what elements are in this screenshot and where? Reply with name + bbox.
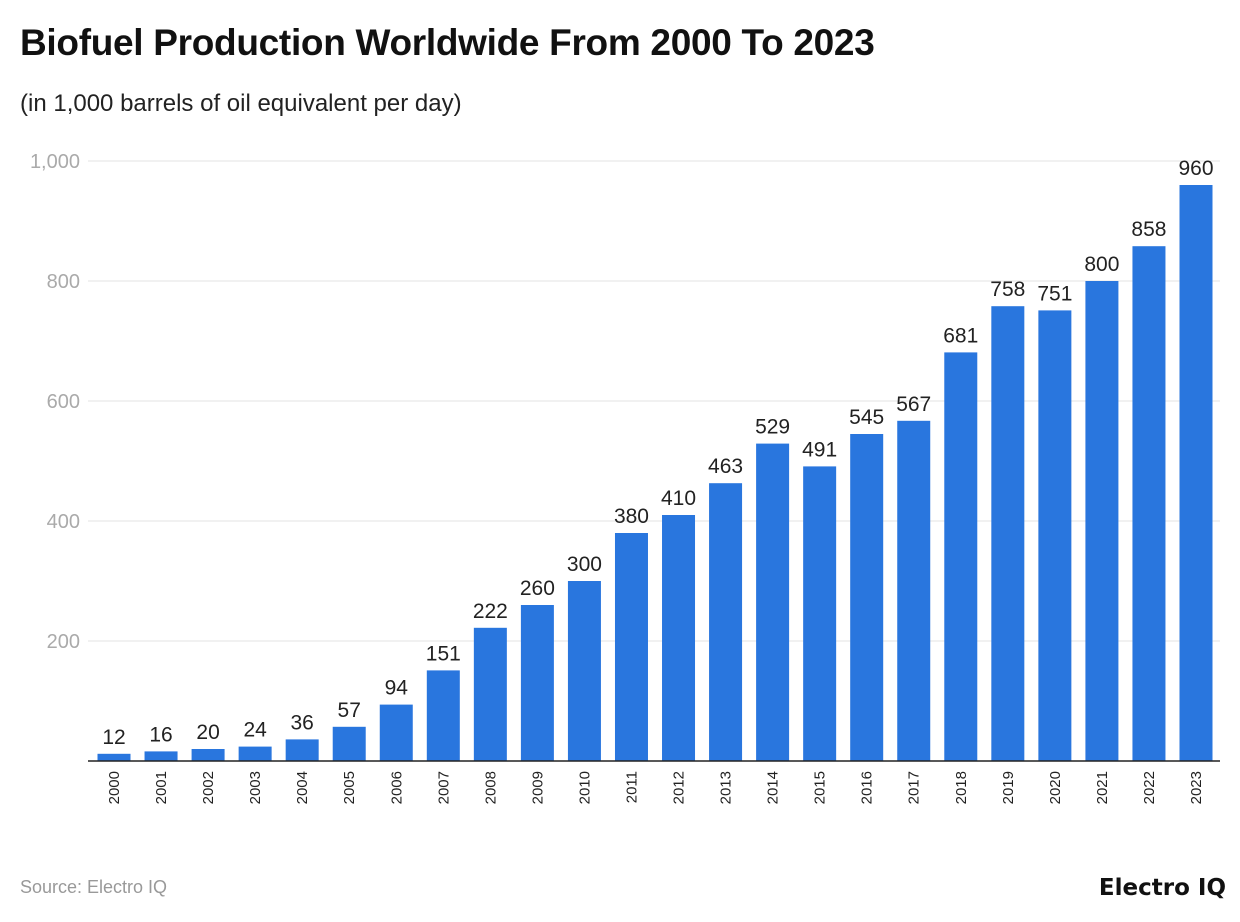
bar-2008 — [473, 627, 507, 761]
data-label: 94 — [385, 677, 409, 700]
data-label: 24 — [243, 719, 267, 742]
y-tick-label: 200 — [47, 631, 80, 653]
x-tick-label: 2006 — [388, 771, 405, 804]
data-label: 260 — [520, 577, 555, 600]
y-tick-label: 1,000 — [30, 151, 80, 173]
x-tick-label: 2014 — [765, 771, 782, 804]
bar-2023 — [1179, 185, 1213, 761]
bar-2002 — [191, 749, 225, 761]
data-label: 16 — [149, 723, 172, 746]
data-label: 491 — [802, 438, 837, 461]
bar-2010 — [567, 581, 601, 761]
bar-2006 — [379, 704, 413, 761]
bar-2014 — [756, 443, 790, 761]
data-label: 681 — [943, 324, 978, 347]
bar-2019 — [991, 306, 1025, 761]
bar-chart: 200 400 600 800 1,000 12 2000 16 2001 20 2002 24 200… — [30, 151, 1220, 804]
x-tick-label: 2017 — [906, 771, 923, 804]
bar-2003 — [238, 746, 272, 761]
bar-2021 — [1085, 281, 1119, 761]
x-tick-label: 2011 — [623, 771, 640, 803]
data-label: 20 — [196, 721, 219, 744]
bar-2022 — [1132, 246, 1166, 761]
x-tick-label: 2008 — [482, 771, 499, 804]
x-tick-label: 2012 — [671, 771, 688, 804]
x-tick-label: 2015 — [812, 771, 829, 804]
bar-2007 — [426, 670, 460, 761]
data-label: 57 — [338, 699, 361, 722]
x-tick-label: 2023 — [1188, 771, 1205, 804]
data-label: 751 — [1037, 282, 1072, 305]
bar-2017 — [897, 420, 931, 761]
x-tick-label: 2009 — [529, 771, 546, 804]
data-label: 300 — [567, 553, 602, 576]
chart-subtitle: (in 1,000 barrels of oil equivalent per … — [20, 90, 462, 117]
bar-2005 — [332, 726, 366, 761]
data-label: 36 — [290, 711, 313, 734]
bar-2015 — [803, 466, 837, 761]
x-tick-label: 2018 — [953, 771, 970, 804]
x-tick-label: 2002 — [200, 771, 217, 804]
x-tick-label: 2004 — [294, 771, 311, 804]
data-label: 758 — [990, 278, 1025, 301]
y-tick-label: 400 — [47, 511, 80, 533]
x-tick-label: 2022 — [1141, 771, 1158, 804]
data-label: 410 — [661, 487, 696, 510]
source-note: Source: Electro IQ — [20, 877, 168, 897]
y-tick-label: 800 — [47, 271, 80, 293]
bar-2013 — [709, 483, 743, 761]
bar-2016 — [850, 434, 884, 761]
x-tick-label: 2019 — [1000, 771, 1017, 804]
data-label: 222 — [473, 600, 508, 623]
bar-2011 — [614, 533, 648, 761]
data-label: 858 — [1131, 218, 1166, 241]
data-label: 960 — [1178, 157, 1213, 180]
x-tick-label: 2013 — [718, 771, 735, 804]
x-tick-label: 2003 — [247, 771, 264, 804]
y-tick-label: 600 — [47, 391, 80, 413]
x-tick-label: 2021 — [1094, 771, 1111, 804]
x-tick-label: 2010 — [576, 771, 593, 804]
bar-2000 — [97, 753, 131, 761]
chart-title: Biofuel Production Worldwide From 2000 T… — [20, 22, 875, 63]
data-label: 529 — [755, 416, 790, 439]
x-tick-label: 2020 — [1047, 771, 1064, 804]
data-label: 151 — [426, 642, 461, 665]
bar-2001 — [144, 751, 178, 761]
data-label: 800 — [1084, 253, 1119, 276]
electro-iq-logo: Electro IQ — [1098, 875, 1226, 901]
bar-2009 — [520, 605, 554, 761]
bar-2012 — [662, 515, 696, 761]
x-tick-label: 2007 — [435, 771, 452, 804]
x-tick-label: 2005 — [341, 771, 358, 804]
x-tick-label: 2016 — [859, 771, 876, 804]
x-tick-label: 2000 — [106, 771, 123, 804]
bar-2020 — [1038, 310, 1072, 761]
x-tick-label: 2001 — [153, 771, 170, 804]
data-label: 380 — [614, 505, 649, 528]
data-label: 545 — [849, 406, 884, 429]
data-label: 12 — [102, 726, 125, 749]
data-label: 463 — [708, 455, 743, 478]
bar-2004 — [285, 739, 319, 761]
data-label: 567 — [896, 393, 931, 416]
bar-2018 — [944, 352, 978, 761]
